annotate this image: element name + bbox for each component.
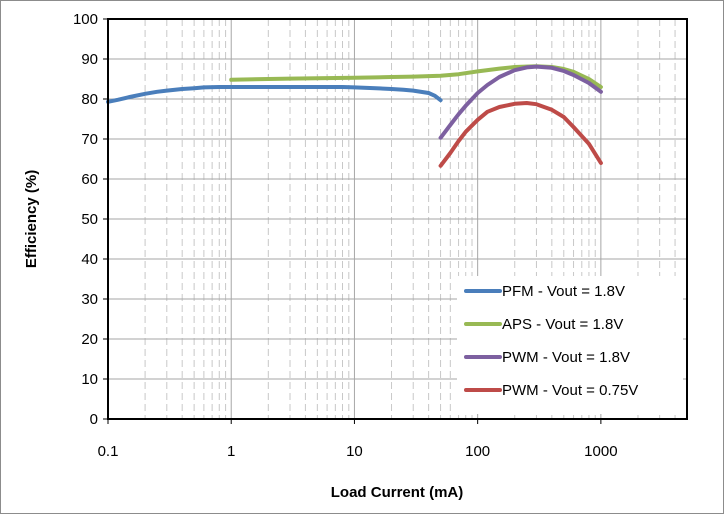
y-axis-title: Efficiency (%) <box>23 170 40 268</box>
x-tick-label: 100 <box>465 443 490 460</box>
series-line-3 <box>438 64 603 140</box>
y-tick-label: 10 <box>81 371 98 388</box>
y-tick-labels: 0 10 20 30 40 50 60 70 80 90 100 <box>73 11 108 428</box>
x-axis-title: Load Current (mA) <box>331 484 464 501</box>
series-lines <box>106 64 603 168</box>
x-tick-label: 1 <box>227 443 235 460</box>
series-line-1 <box>106 85 443 104</box>
y-tick-label: 20 <box>81 331 98 348</box>
series-line-4 <box>438 101 603 168</box>
x-tick-label: 10 <box>346 443 363 460</box>
y-tick-label: 60 <box>81 171 98 188</box>
y-tick-label: 100 <box>73 11 98 28</box>
legend-label: PWM - Vout = 0.75V <box>502 382 638 399</box>
x-tick-labels: 0.1 1 10 100 1000 <box>98 419 618 460</box>
y-tick-label: 90 <box>81 51 98 68</box>
plot-border <box>107 18 688 420</box>
y-tick-label: 40 <box>81 251 98 268</box>
y-tick-label: 50 <box>81 211 98 228</box>
legend-label: APS - Vout = 1.8V <box>502 316 623 333</box>
y-tick-label: 0 <box>90 411 98 428</box>
legend: PFM - Vout = 1.8V APS - Vout = 1.8V PWM - … <box>457 276 683 414</box>
x-tick-label: 1000 <box>584 443 617 460</box>
legend-label: PWM - Vout = 1.8V <box>502 349 630 366</box>
y-tick-label: 80 <box>81 91 98 108</box>
x-tick-label: 0.1 <box>98 443 119 460</box>
y-tick-label: 70 <box>81 131 98 148</box>
legend-label: PFM - Vout = 1.8V <box>502 283 625 300</box>
y-tick-label: 30 <box>81 291 98 308</box>
